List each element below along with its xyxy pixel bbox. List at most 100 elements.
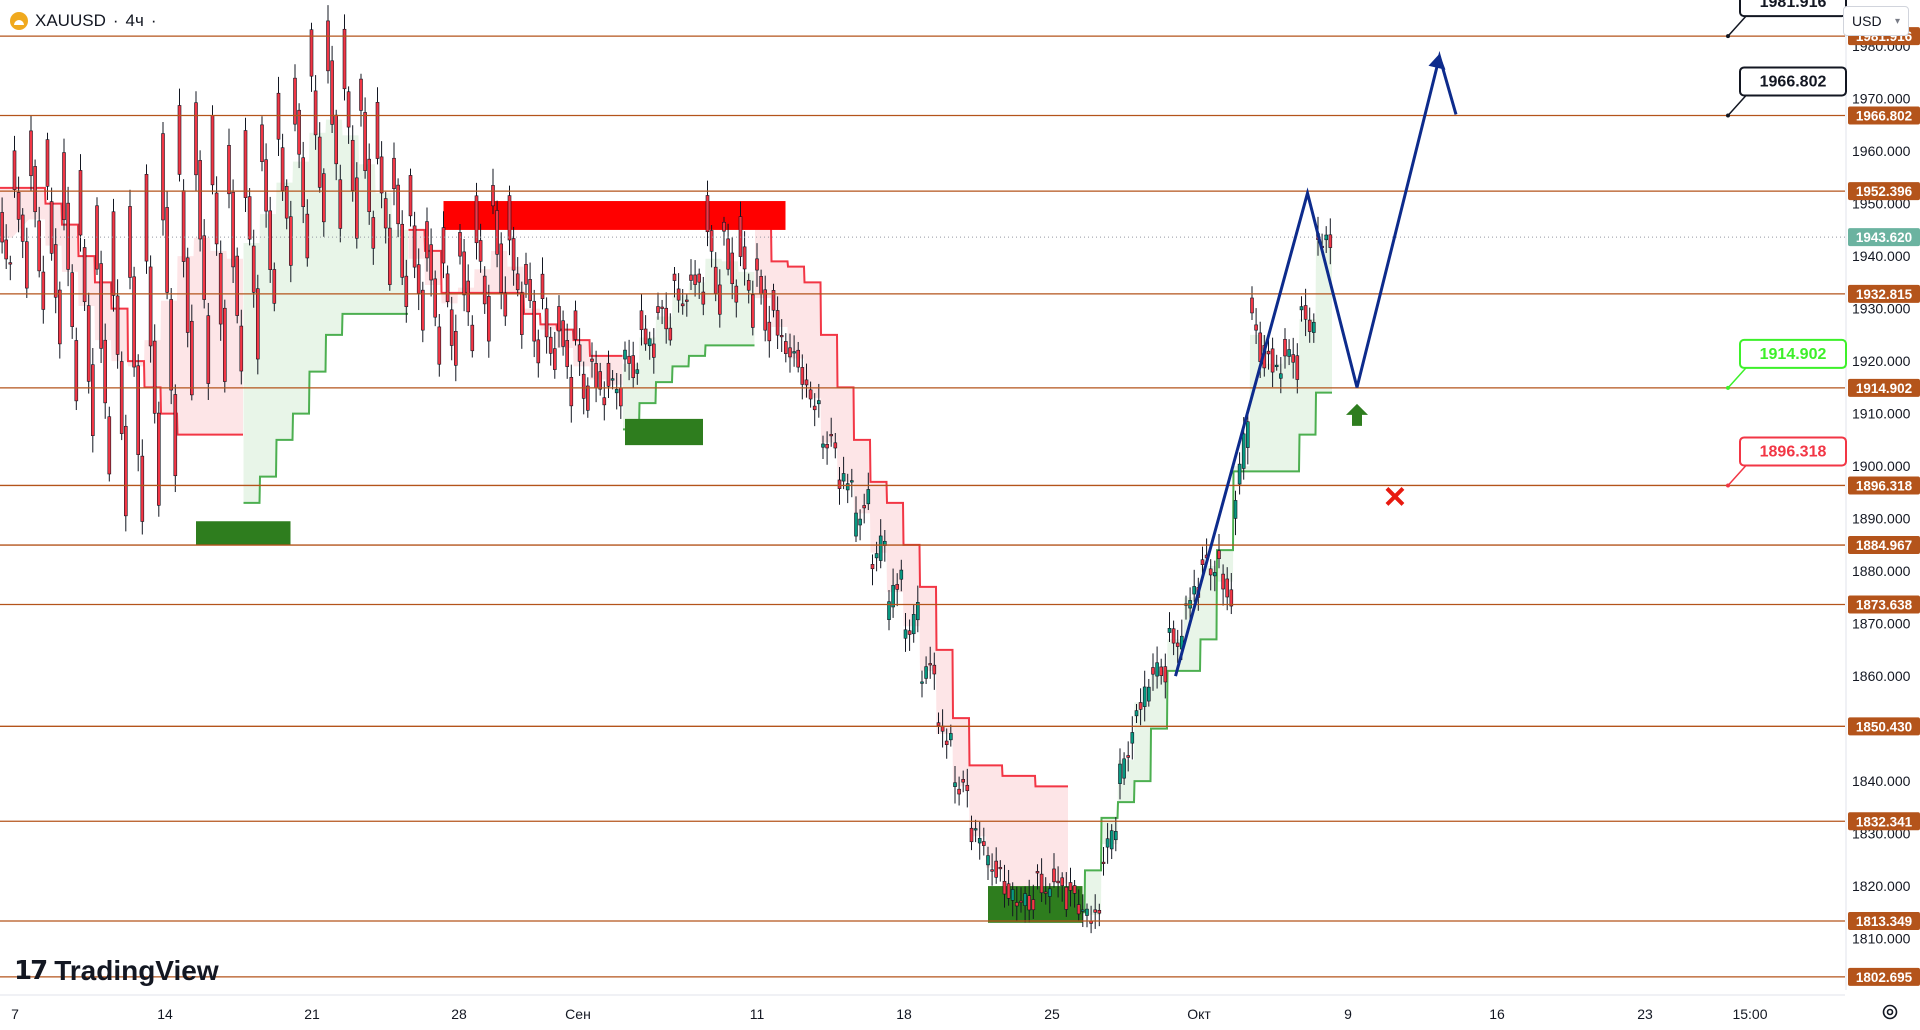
- candle-body: [367, 158, 372, 213]
- candle-body: [181, 190, 186, 262]
- candle-body: [78, 170, 83, 236]
- candle-body: [643, 328, 648, 345]
- callout-price-label: 1896.318: [1760, 443, 1827, 460]
- candle-body: [24, 241, 29, 289]
- candle-body: [808, 389, 813, 400]
- price-tick-label: 1870.000: [1852, 616, 1911, 632]
- candle-body: [70, 272, 74, 327]
- candle-body: [585, 385, 590, 411]
- candle-body: [969, 827, 974, 843]
- bull-zone: [988, 886, 1083, 923]
- candle-body: [1213, 572, 1217, 577]
- price-level-label: 1850.430: [1856, 719, 1912, 734]
- price-level-badge: [1848, 536, 1920, 555]
- candle-body: [668, 327, 673, 341]
- candle-body: [845, 483, 850, 491]
- candle-body: [775, 310, 780, 336]
- candle-body: [689, 274, 693, 281]
- callout-anchor-dot: [1726, 34, 1730, 39]
- candle-body: [136, 365, 140, 455]
- price-tick-label: 1820.000: [1852, 878, 1911, 894]
- currency-select[interactable]: USD ▾: [1843, 6, 1909, 36]
- candle-body: [379, 156, 384, 194]
- time-tick-label: 7: [11, 1006, 19, 1022]
- symbol-header[interactable]: XAUUSD · 4ч ·: [10, 10, 157, 32]
- candle-body: [821, 443, 825, 448]
- candle-body: [891, 585, 895, 608]
- candle-body: [1019, 900, 1023, 903]
- time-tick-label: 18: [896, 1006, 912, 1022]
- candle-body: [903, 629, 908, 639]
- candle-body: [301, 157, 306, 207]
- candle-body: [408, 175, 413, 217]
- candle-body: [887, 601, 891, 620]
- candle-body: [49, 201, 54, 254]
- candle-body: [1155, 662, 1159, 677]
- candle-body: [961, 779, 966, 783]
- candle-body: [66, 202, 70, 270]
- candle-body: [1192, 586, 1196, 595]
- callout-box: [1739, 338, 1847, 369]
- callout-pointer: [1727, 464, 1747, 486]
- candle-body: [326, 20, 330, 72]
- interval-label[interactable]: 4ч: [125, 11, 144, 30]
- candle-body: [144, 174, 149, 262]
- candle-body: [1208, 568, 1213, 576]
- candle-body: [491, 185, 495, 207]
- projection-arrowhead: [1428, 53, 1446, 70]
- candle-body: [16, 192, 21, 220]
- candle-body: [990, 869, 994, 872]
- candle-body: [577, 344, 582, 362]
- candle-body: [841, 473, 846, 482]
- price-level-badge: [1848, 106, 1920, 125]
- settings-gear-icon[interactable]: [1880, 1002, 1900, 1022]
- candle-body: [20, 214, 25, 242]
- price-level-label: 1966.802: [1856, 108, 1912, 123]
- candle-body: [1134, 710, 1139, 717]
- candle-body: [288, 216, 293, 266]
- candle-body: [656, 306, 660, 313]
- candle-body: [565, 340, 570, 367]
- candle-body: [924, 666, 928, 679]
- candle-body: [1056, 880, 1060, 884]
- candle-body: [623, 349, 627, 360]
- candle-body: [486, 296, 491, 342]
- candle-body: [515, 273, 520, 291]
- candle-body: [717, 284, 722, 315]
- candle-body: [1175, 642, 1180, 647]
- candle-body: [561, 320, 565, 347]
- price-tick-label: 1930.000: [1852, 301, 1911, 317]
- price-level-label: 1952.396: [1856, 184, 1913, 199]
- candle-body: [99, 263, 103, 349]
- tradingview-logo[interactable]: 17 TradingView: [14, 955, 219, 987]
- price-tick-label: 1970.000: [1852, 91, 1911, 107]
- gold-symbol-icon: [10, 12, 28, 30]
- candle-body: [416, 264, 421, 294]
- candle-body: [334, 114, 339, 165]
- candle-body: [569, 377, 574, 407]
- candle-body: [342, 28, 347, 90]
- candle-body: [1101, 861, 1106, 864]
- candle-body: [573, 310, 578, 340]
- candle-body: [684, 299, 689, 302]
- price-level-badge: [1848, 717, 1920, 736]
- candle-body: [152, 340, 157, 414]
- callout-price-label: 1966.802: [1760, 73, 1827, 90]
- candle-body: [825, 444, 829, 449]
- candle-body: [932, 664, 937, 675]
- candle-body: [792, 351, 796, 354]
- candle-body: [1171, 628, 1176, 644]
- candle-body: [763, 289, 768, 331]
- candle-body: [829, 434, 834, 437]
- candle-body: [544, 308, 549, 338]
- candle-body: [111, 211, 116, 296]
- time-tick-label: 23: [1637, 1006, 1653, 1022]
- candle-body: [1052, 868, 1056, 883]
- candle-body: [214, 192, 219, 245]
- supertrend-down-fill: [755, 224, 1068, 902]
- price-level-badge: [1848, 812, 1920, 831]
- candle-body: [1023, 893, 1027, 906]
- candle-body: [41, 271, 46, 310]
